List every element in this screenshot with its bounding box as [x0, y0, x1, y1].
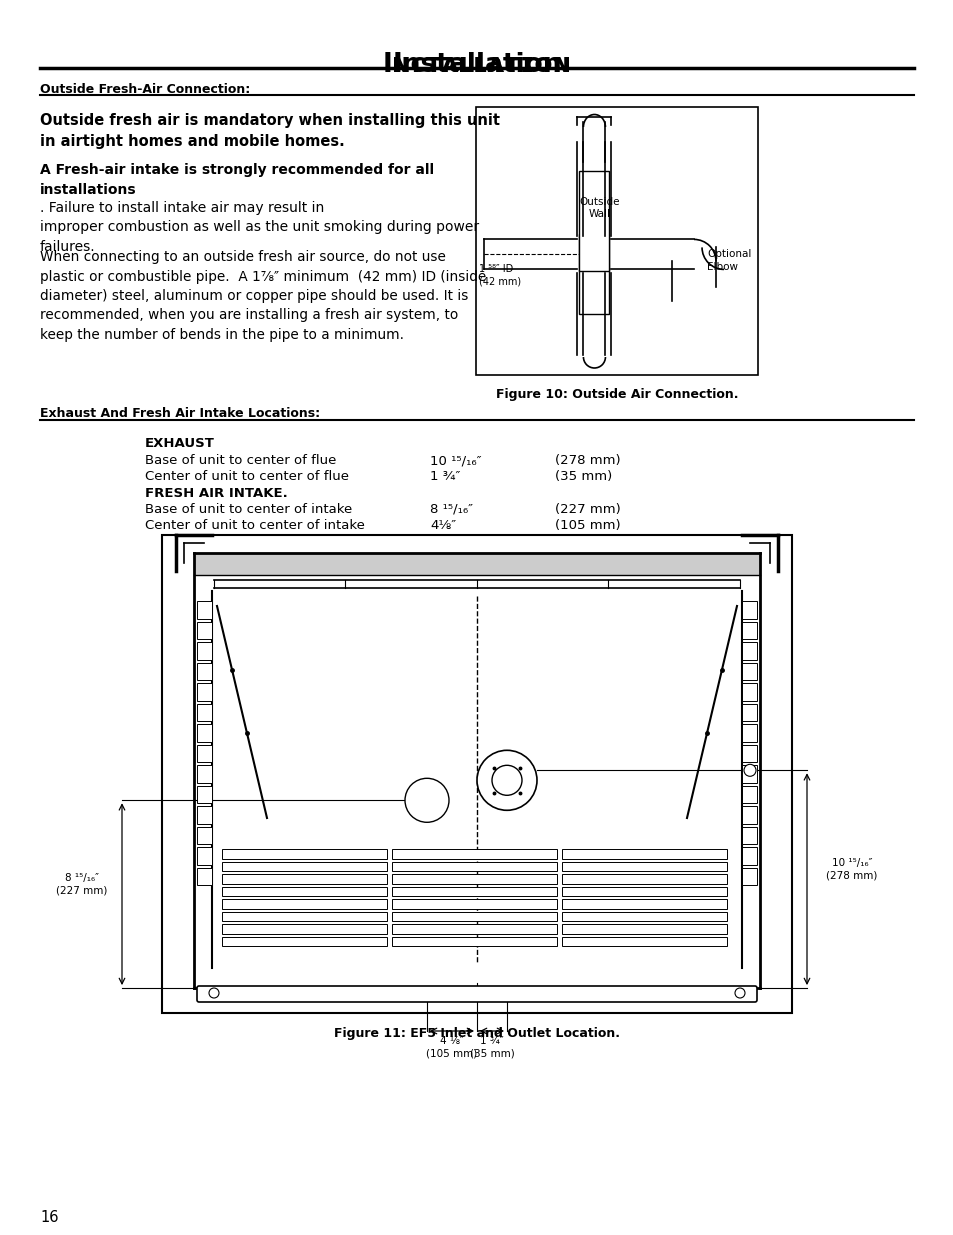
Circle shape — [734, 988, 744, 998]
Bar — [222, 911, 387, 921]
Text: 1 ¾″: 1 ¾″ — [430, 471, 460, 483]
Bar — [222, 862, 387, 871]
Circle shape — [476, 751, 537, 810]
Bar — [222, 899, 387, 909]
Bar — [392, 899, 557, 909]
Text: 4 ⅛″
(105 mm): 4 ⅛″ (105 mm) — [426, 1036, 477, 1058]
Bar — [392, 848, 557, 858]
Text: Base of unit to center of flue: Base of unit to center of flue — [145, 454, 336, 467]
Bar — [196, 826, 212, 844]
Text: . Failure to install intake air may result in
improper combustion as well as the: . Failure to install intake air may resu… — [40, 201, 478, 254]
Bar — [392, 874, 557, 883]
Bar — [196, 745, 212, 762]
Text: 1 ⁵⁸″ ID
(42 mm): 1 ⁵⁸″ ID (42 mm) — [478, 264, 520, 287]
Text: (278 mm): (278 mm) — [555, 454, 620, 467]
Text: 10 ¹⁵/₁₆″
(278 mm): 10 ¹⁵/₁₆″ (278 mm) — [825, 858, 877, 881]
Bar — [196, 621, 212, 638]
Bar — [196, 704, 212, 721]
Bar — [741, 867, 757, 885]
Bar — [561, 936, 726, 946]
Bar — [741, 806, 757, 824]
Bar — [196, 724, 212, 741]
Bar — [222, 924, 387, 934]
Bar — [741, 662, 757, 680]
Text: Iɴᴄᴛᴀʟʟᴀᴛɪᴏɴ: Iɴᴄᴛᴀʟʟᴀᴛɪᴏɴ — [382, 52, 571, 78]
Bar — [196, 662, 212, 680]
Bar — [561, 862, 726, 871]
Bar — [561, 887, 726, 897]
Bar — [196, 785, 212, 803]
Bar — [741, 745, 757, 762]
Bar — [741, 847, 757, 864]
Text: 4⅛″: 4⅛″ — [430, 519, 456, 532]
Text: EXHAUST: EXHAUST — [145, 437, 214, 450]
Bar — [196, 847, 212, 864]
Circle shape — [743, 764, 755, 777]
Text: 10 ¹⁵/₁₆″: 10 ¹⁵/₁₆″ — [430, 454, 481, 467]
Bar — [196, 683, 212, 700]
Bar — [222, 848, 387, 858]
Text: 8 ¹⁵/₁₆″
(227 mm): 8 ¹⁵/₁₆″ (227 mm) — [56, 873, 108, 895]
Bar — [741, 621, 757, 638]
Bar — [476, 107, 758, 375]
Bar — [561, 874, 726, 883]
Text: Outside fresh air is mandatory when installing this unit
in airtight homes and m: Outside fresh air is mandatory when inst… — [40, 112, 499, 149]
Text: Outside
Wall: Outside Wall — [578, 198, 619, 220]
Bar — [741, 764, 757, 783]
Text: 1 ¾″
(35 mm): 1 ¾″ (35 mm) — [469, 1036, 514, 1058]
Bar — [392, 862, 557, 871]
Text: Center of unit to center of intake: Center of unit to center of intake — [145, 519, 364, 532]
Bar — [741, 724, 757, 741]
Text: Optional
Elbow: Optional Elbow — [706, 249, 751, 272]
Text: Figure 11: EF5 Inlet and Outlet Location.: Figure 11: EF5 Inlet and Outlet Location… — [334, 1028, 619, 1040]
Text: (35 mm): (35 mm) — [555, 471, 612, 483]
Circle shape — [209, 988, 219, 998]
Text: Center of unit to center of flue: Center of unit to center of flue — [145, 471, 349, 483]
Bar — [222, 874, 387, 883]
Bar — [578, 235, 609, 315]
Text: A Fresh-air intake is strongly recommended for all
installations: A Fresh-air intake is strongly recommend… — [40, 163, 434, 196]
Bar — [561, 924, 726, 934]
Bar — [392, 911, 557, 921]
Bar — [741, 642, 757, 659]
Bar — [222, 887, 387, 897]
Bar — [741, 704, 757, 721]
Text: (105 mm): (105 mm) — [555, 519, 620, 532]
Bar — [741, 683, 757, 700]
Text: (227 mm): (227 mm) — [555, 503, 620, 516]
Bar — [392, 936, 557, 946]
Text: Figure 10: Outside Air Connection.: Figure 10: Outside Air Connection. — [496, 388, 738, 401]
Text: Installation: Installation — [392, 52, 561, 78]
Bar — [741, 601, 757, 619]
Bar — [392, 887, 557, 897]
Bar — [162, 535, 791, 1013]
FancyBboxPatch shape — [196, 986, 757, 1002]
Bar — [578, 170, 609, 270]
Text: 8 ¹⁵/₁₆″: 8 ¹⁵/₁₆″ — [430, 503, 473, 516]
Bar — [222, 936, 387, 946]
Text: 16: 16 — [40, 1210, 58, 1225]
Circle shape — [492, 766, 521, 795]
Text: Exhaust And Fresh Air Intake Locations:: Exhaust And Fresh Air Intake Locations: — [40, 408, 320, 420]
Bar — [741, 785, 757, 803]
Bar — [196, 806, 212, 824]
Circle shape — [405, 778, 449, 823]
Text: Base of unit to center of intake: Base of unit to center of intake — [145, 503, 352, 516]
Bar — [196, 764, 212, 783]
Bar — [561, 911, 726, 921]
Text: Outside Fresh-Air Connection:: Outside Fresh-Air Connection: — [40, 83, 250, 96]
Bar — [196, 867, 212, 885]
Bar — [196, 642, 212, 659]
Text: FRESH AIR INTAKE.: FRESH AIR INTAKE. — [145, 487, 288, 500]
Bar — [741, 826, 757, 844]
Bar — [561, 899, 726, 909]
Bar — [196, 601, 212, 619]
Bar — [561, 848, 726, 858]
Bar — [193, 553, 760, 576]
Text: When connecting to an outside fresh air source, do not use
plastic or combustibl: When connecting to an outside fresh air … — [40, 249, 486, 342]
Bar — [392, 924, 557, 934]
